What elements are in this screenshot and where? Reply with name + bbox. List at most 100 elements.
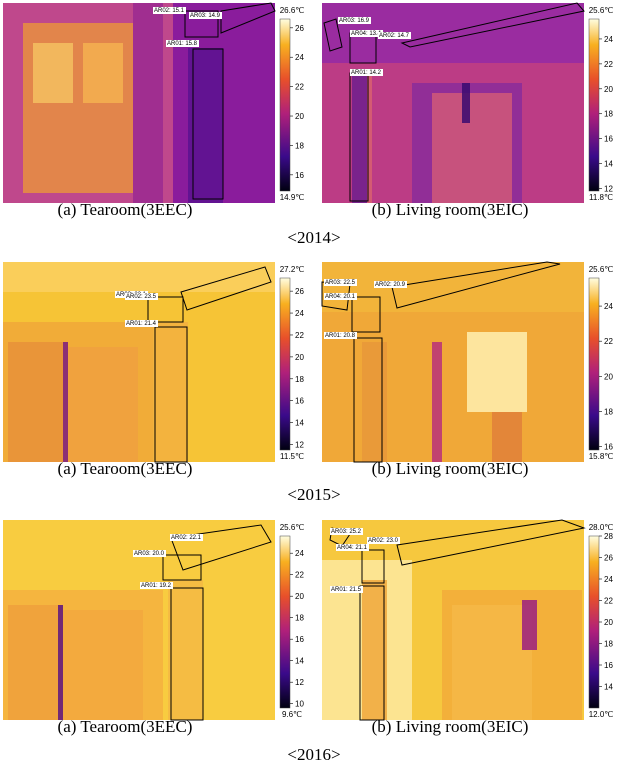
colorbar-tick-label: 18	[604, 110, 613, 119]
area-label: AR01: 15.8	[167, 41, 198, 47]
image-region	[467, 332, 527, 412]
colorbar-tick-label: 22	[604, 597, 613, 606]
colorbar	[589, 278, 599, 450]
area-label: AR03: 14.9	[190, 13, 221, 19]
colorbar	[280, 19, 290, 191]
figure: <2014> AR02: 15.1 AR03: 14.9 AR01: 15.8 26.6…	[0, 0, 629, 773]
colorbar-tick-label: 20	[604, 85, 613, 94]
colorbar-min: 11.8℃	[589, 193, 613, 202]
colorbar	[280, 536, 290, 708]
image-region	[153, 322, 188, 462]
image-region	[83, 43, 123, 103]
colorbar-tick-label: 22	[604, 60, 613, 69]
colorbar-max: 28.0℃	[589, 523, 614, 532]
colorbar-tick-label: 20	[604, 618, 613, 627]
panel-caption: (b) Living room(3EIC)	[372, 717, 529, 736]
colorbar-tick-label: 12	[295, 678, 304, 687]
colorbar-min: 14.9℃	[280, 193, 305, 202]
image-region	[3, 262, 275, 292]
area-label: AR02: 22.1	[171, 535, 202, 541]
colorbar-tick-label: 24	[604, 575, 613, 584]
colorbar-min: 11.5℃	[280, 452, 304, 461]
panel-caption: (b) Living room(3EIC)	[372, 200, 529, 219]
thermal-image: AR02: 15.1 AR03: 14.9 AR01: 15.8	[3, 3, 275, 203]
colorbar-tick-label: 18	[295, 375, 304, 384]
colorbar-tick-label: 16	[604, 661, 613, 670]
colorbar-min: 15.8℃	[589, 452, 614, 461]
colorbar-tick-label: 22	[295, 83, 304, 92]
colorbar-tick-label: 16	[295, 171, 304, 180]
thermal-image: AR03: 16.9 AR04: 13.4AR02: 14.7 AR01: 14.2	[322, 3, 584, 203]
colorbar-tick-label: 20	[295, 353, 304, 362]
image-region	[452, 605, 532, 720]
colorbar-tick-label: 18	[295, 614, 304, 623]
area-label: AR01: 19.2	[141, 583, 172, 589]
area-label: AR03: 20.0	[134, 551, 165, 557]
area-label: AR01: 20.8	[325, 333, 356, 339]
panel-caption: (a) Tearoom(3EEC)	[58, 717, 193, 736]
colorbar-tick-label: 22	[295, 331, 304, 340]
colorbar-tick-label: 14	[295, 657, 304, 666]
colorbar-max: 25.6℃	[589, 265, 614, 274]
area-label: AR01: 14.2	[351, 70, 382, 76]
area-label: AR02: 23.0	[368, 538, 399, 544]
colorbar	[589, 19, 599, 191]
colorbar-tick-label: 24	[295, 53, 304, 62]
colorbar-tick-label: 16	[295, 635, 304, 644]
image-region	[322, 312, 584, 462]
colorbar-max: 25.6℃	[280, 523, 305, 532]
image-region	[8, 605, 58, 720]
panel-caption: (a) Tearoom(3EEC)	[58, 200, 193, 219]
year-label: <2015>	[287, 485, 340, 504]
colorbar-tick-label: 24	[295, 549, 304, 558]
colorbar-tick-label: 10	[295, 700, 304, 709]
colorbar-tick-label: 20	[604, 372, 613, 381]
image-region	[63, 342, 68, 462]
colorbar-tick-label: 28	[604, 532, 613, 541]
image-region	[8, 342, 63, 462]
area-label: AR01: 21.4	[126, 321, 157, 327]
image-region	[462, 83, 470, 123]
colorbar	[280, 278, 290, 450]
colorbar-tick-label: 14	[295, 419, 304, 428]
colorbar-min: 9.6℃	[282, 710, 302, 719]
colorbar-tick-label: 26	[604, 554, 613, 563]
image-region	[68, 347, 138, 462]
colorbar	[589, 536, 599, 708]
colorbar-tick-label: 16	[604, 442, 613, 451]
area-label: AR04: 20.1	[325, 294, 356, 300]
image-region	[522, 600, 537, 650]
colorbar-tick-label: 18	[604, 407, 613, 416]
image-region	[362, 580, 387, 720]
area-label: AR03: 16.9	[339, 18, 370, 24]
colorbar-tick-label: 12	[604, 185, 613, 194]
colorbar-tick-label: 16	[604, 135, 613, 144]
area-label: AR03: 22.5	[325, 280, 356, 286]
image-region	[58, 605, 63, 720]
area-label: AR02: 23.5	[126, 294, 157, 300]
colorbar-max: 27.2℃	[280, 265, 305, 274]
colorbar-tick-label: 24	[295, 309, 304, 318]
colorbar-min: 12.0℃	[589, 710, 614, 719]
image-region	[352, 73, 367, 203]
area-label: AR02: 14.7	[379, 33, 410, 39]
colorbar-tick-label: 24	[604, 302, 613, 311]
colorbar-tick-label: 20	[295, 112, 304, 121]
colorbar-tick-label: 22	[604, 337, 613, 346]
image-region	[33, 43, 73, 103]
thermal-image: AR02: 22.1 AR03: 20.0 AR01: 19.2	[3, 520, 275, 720]
image-region	[63, 610, 143, 720]
colorbar-tick-label: 26	[295, 24, 304, 33]
colorbar-max: 26.6℃	[280, 6, 305, 15]
area-label: AR04: 13.4	[351, 31, 382, 37]
area-label: AR03: 25.2	[331, 529, 362, 535]
colorbar-tick-label: 12	[295, 441, 304, 450]
area-label: AR02: 15.1	[154, 8, 185, 14]
colorbar-tick-label: 24	[604, 35, 613, 44]
year-label: <2014>	[287, 228, 340, 247]
year-label: <2016>	[287, 745, 340, 764]
colorbar-tick-label: 20	[295, 592, 304, 601]
colorbar-tick-label: 18	[295, 141, 304, 150]
